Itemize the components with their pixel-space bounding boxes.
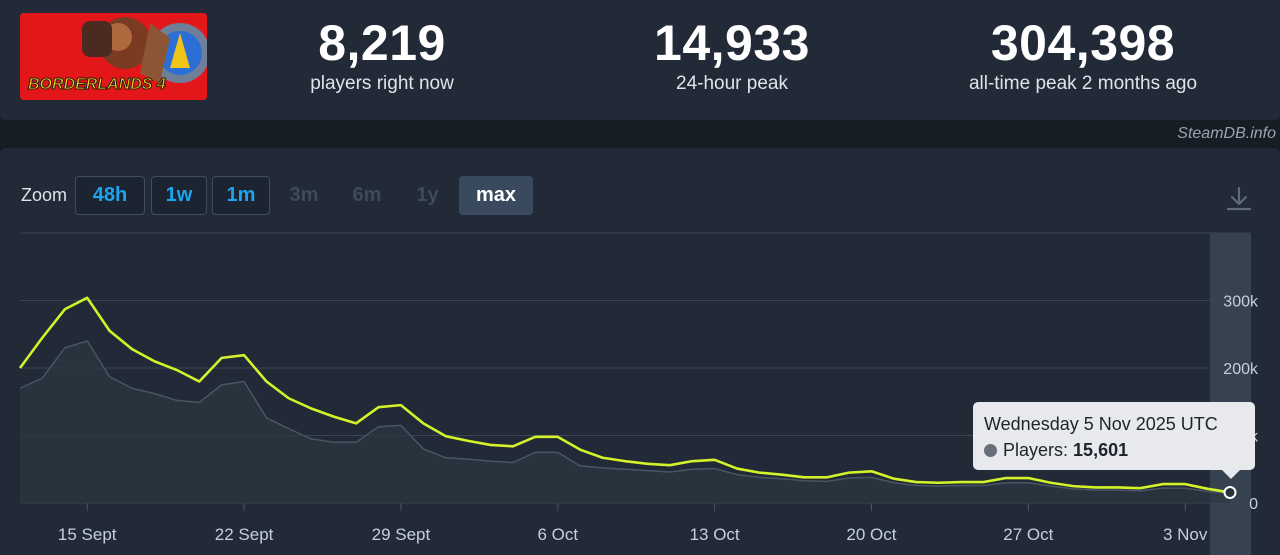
avg-players-area bbox=[20, 341, 1230, 503]
chart-y-axis: 300k200k100k0 bbox=[1223, 294, 1259, 514]
all-time-peak-value: 304,398 bbox=[990, 15, 1176, 71]
x-tick-label: 27 Oct bbox=[1003, 525, 1053, 544]
peak-24h-label: 24-hour peak bbox=[676, 73, 788, 94]
zoom-1w-button[interactable]: 1w bbox=[151, 176, 207, 215]
x-tick-label: 29 Sept bbox=[372, 525, 431, 544]
x-tick-label: 20 Oct bbox=[846, 525, 896, 544]
game-logo-text: BORDERLANDS 4 bbox=[28, 76, 166, 93]
all-time-peak-label: all-time peak 2 months ago bbox=[968, 73, 1198, 94]
tooltip-players-value: 15,601 bbox=[1073, 440, 1129, 460]
current-players-value: 8,219 bbox=[318, 15, 446, 71]
stat-current-players: 8,219 players right now bbox=[282, 14, 482, 96]
tooltip-players-label: Players: bbox=[1003, 440, 1069, 460]
tooltip-date: Wednesday 5 Nov 2025 UTC bbox=[984, 414, 1218, 434]
stat-24h-peak: 14,933 24-hour peak bbox=[622, 14, 842, 96]
peak-24h-value: 14,933 bbox=[654, 15, 810, 71]
x-tick-label: 13 Oct bbox=[690, 525, 740, 544]
x-tick-label: 6 Oct bbox=[537, 525, 578, 544]
current-players-label: players right now bbox=[310, 73, 454, 94]
stat-all-time-peak: 304,398 all-time peak 2 months ago bbox=[942, 14, 1224, 96]
download-icon[interactable] bbox=[1225, 185, 1253, 213]
tooltip-pointer bbox=[1222, 470, 1240, 479]
y-tick-label: 300k bbox=[1223, 294, 1259, 311]
chart-hover-band bbox=[1210, 233, 1251, 555]
chart-tooltip: Wednesday 5 Nov 2025 UTC Players: 15,601 bbox=[973, 402, 1255, 479]
tooltip-players-row: Players: 15,601 bbox=[984, 437, 1245, 463]
zoom-48h-button[interactable]: 48h bbox=[75, 176, 145, 215]
zoom-label: Zoom bbox=[21, 185, 68, 205]
game-cover-art: BORDERLANDS 4 bbox=[20, 13, 207, 100]
y-tick-label: 0 bbox=[1249, 496, 1258, 513]
y-tick-label: 200k bbox=[1223, 361, 1259, 378]
zoom-6m-button: 6m bbox=[352, 184, 382, 206]
x-tick-label: 15 Sept bbox=[58, 525, 117, 544]
x-tick-label: 3 Nov bbox=[1163, 525, 1208, 544]
players-line bbox=[18, 296, 1231, 494]
tooltip-series-marker bbox=[984, 444, 997, 457]
stats-header: BORDERLANDS 4 8,219 players right now 14… bbox=[0, 0, 1280, 120]
zoom-3m-button: 3m bbox=[289, 184, 319, 206]
zoom-1y-button: 1y bbox=[416, 184, 439, 206]
zoom-max-button[interactable]: max bbox=[459, 176, 533, 215]
chart-x-axis: 15 Sept 22 Sept 29 Sept 6 Oct 13 Oct 20 Oct 27… bbox=[58, 503, 1208, 544]
zoom-1m-button[interactable]: 1m bbox=[212, 176, 270, 215]
chart-hover-point bbox=[1223, 485, 1237, 499]
x-tick-label: 22 Sept bbox=[215, 525, 274, 544]
chart-series bbox=[18, 296, 1231, 503]
game-cover-image[interactable]: BORDERLANDS 4 bbox=[20, 13, 207, 100]
steamdb-watermark: SteamDB.info bbox=[1177, 125, 1276, 142]
avg-players-line bbox=[19, 340, 1231, 495]
